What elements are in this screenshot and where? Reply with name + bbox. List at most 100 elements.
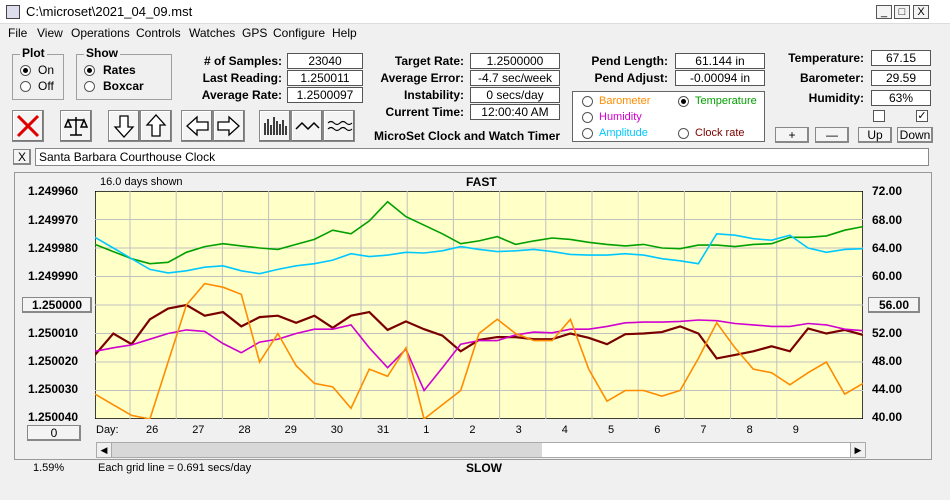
- x-tick-label: 2: [469, 424, 476, 436]
- grid-note: Each grid line = 0.691 secs/day: [98, 462, 252, 474]
- average-error-field: -4.7 sec/week: [470, 70, 560, 86]
- minimize-button[interactable]: _: [876, 5, 892, 19]
- plot-on-label: On: [38, 63, 55, 77]
- x-tick-label: 8: [746, 424, 753, 436]
- arrow-right-icon: [217, 115, 240, 137]
- r-tick-1: 68.00: [872, 213, 903, 227]
- sensor-selector: [572, 91, 765, 142]
- x-tick-label: 7: [700, 424, 707, 436]
- plot-group-title: Plot: [20, 46, 47, 60]
- app-icon: [6, 5, 20, 19]
- plus-button[interactable]: +: [775, 127, 809, 143]
- x-tick-label: 30: [330, 424, 344, 436]
- x-tick-label: 31: [377, 424, 390, 436]
- instability-field: 0 secs/day: [470, 87, 560, 103]
- x-tick-label: 9: [792, 424, 799, 436]
- scroll-right-button[interactable]: ▶: [850, 442, 866, 458]
- right-checkbox[interactable]: ✓: [916, 110, 928, 122]
- temperature-field: 67.15: [871, 50, 931, 66]
- plot-off-radio[interactable]: [20, 81, 31, 92]
- up-arrow-button[interactable]: [140, 110, 172, 142]
- series-humidity: [95, 319, 863, 393]
- humidity-field: 63%: [871, 90, 931, 106]
- r-tick-6: 48.00: [872, 354, 903, 368]
- x-tick-label: 5: [608, 424, 615, 436]
- menu-controls[interactable]: Controls: [136, 26, 181, 40]
- noise-icon: [327, 120, 353, 132]
- series-amplitude: [95, 232, 863, 275]
- up-button[interactable]: Up: [858, 127, 892, 143]
- x-tick-label: 26: [146, 424, 159, 436]
- menu-watches[interactable]: Watches: [189, 26, 236, 40]
- pend-adjust-field: -0.00094 in: [675, 70, 765, 86]
- x-axis-prefix: Day:: [96, 424, 119, 436]
- r-tick-7: 44.00: [872, 382, 903, 396]
- y-tick-1: 1.249970: [28, 213, 79, 227]
- r-tick-8: 40.00: [872, 410, 903, 424]
- last-reading-label: Last Reading:: [202, 71, 282, 85]
- y-tick-8: 1.250040: [28, 410, 79, 424]
- amplitude-radio[interactable]: [582, 128, 593, 139]
- rate-chart: [95, 191, 863, 419]
- show-boxcar-radio[interactable]: [84, 81, 95, 92]
- humidity-radio[interactable]: [582, 112, 593, 123]
- show-group-title: Show: [84, 46, 120, 60]
- zero-button[interactable]: 0: [27, 425, 81, 441]
- noise-graph-button[interactable]: [323, 110, 355, 142]
- pend-adjust-label: Pend Adjust:: [594, 71, 668, 85]
- scale-icon: [63, 117, 89, 136]
- show-rates-radio[interactable]: [84, 65, 95, 76]
- scroll-left-button[interactable]: ◀: [96, 442, 112, 458]
- target-rate-label: Target Rate:: [394, 54, 464, 68]
- menu-view[interactable]: View: [37, 26, 63, 40]
- temperature-radio[interactable]: [678, 96, 689, 107]
- menu-configure[interactable]: Configure: [273, 26, 326, 40]
- wave-icon: [295, 121, 320, 131]
- menu-bar: File View Operations Controls Watches GP…: [0, 24, 950, 42]
- plot-off-label: Off: [38, 79, 54, 93]
- line-graph-button[interactable]: [291, 110, 323, 142]
- minus-button[interactable]: —: [815, 127, 849, 143]
- average-rate-field: 1.2500097: [287, 87, 363, 103]
- x-tick-label: 1: [423, 424, 430, 436]
- left-checkbox[interactable]: [873, 110, 885, 122]
- target-rate-field[interactable]: 1.2500000: [470, 53, 560, 69]
- x-tick-label: 29: [284, 424, 297, 436]
- y-tick-0: 1.249960: [28, 184, 79, 198]
- clock-rate-option: Clock rate: [695, 127, 745, 139]
- histogram-button[interactable]: [259, 110, 291, 142]
- left-arrow-button[interactable]: [181, 110, 213, 142]
- balance-button[interactable]: [60, 110, 92, 142]
- maximize-button[interactable]: □: [894, 5, 910, 19]
- menu-help[interactable]: Help: [332, 26, 357, 40]
- average-error-label: Average Error:: [380, 71, 464, 85]
- arrow-up-icon: [145, 114, 167, 137]
- samples-label: # of Samples:: [203, 54, 282, 68]
- barometer-field: 29.59: [871, 70, 931, 86]
- y-tick-7: 1.250030: [28, 382, 79, 396]
- right-center-button[interactable]: 56.00: [868, 297, 920, 313]
- average-rate-label: Average Rate:: [201, 88, 282, 102]
- chart-panel: [14, 172, 932, 460]
- clear-clock-button[interactable]: X: [13, 149, 31, 165]
- scroll-track[interactable]: [112, 443, 542, 457]
- samples-field: 23040: [287, 53, 363, 69]
- plot-group: [12, 54, 64, 100]
- show-group: [76, 54, 172, 100]
- clock-rate-radio[interactable]: [678, 128, 689, 139]
- menu-operations[interactable]: Operations: [71, 26, 130, 40]
- menu-gps[interactable]: GPS: [242, 26, 268, 40]
- down-arrow-button[interactable]: [108, 110, 140, 142]
- y-tick-2: 1.249980: [28, 241, 79, 255]
- close-button[interactable]: X: [913, 5, 929, 19]
- center-rate-button[interactable]: 1.250000: [22, 297, 92, 313]
- down-button[interactable]: Down: [897, 127, 933, 143]
- slow-label: SLOW: [466, 461, 502, 475]
- plot-on-radio[interactable]: [20, 65, 31, 76]
- barometer-radio[interactable]: [582, 96, 593, 107]
- menu-file[interactable]: File: [8, 26, 28, 40]
- series-barometer: [95, 282, 863, 419]
- right-arrow-button[interactable]: [213, 110, 245, 142]
- stop-button[interactable]: [12, 110, 44, 142]
- clock-name-field[interactable]: Santa Barbara Courthouse Clock: [35, 148, 929, 166]
